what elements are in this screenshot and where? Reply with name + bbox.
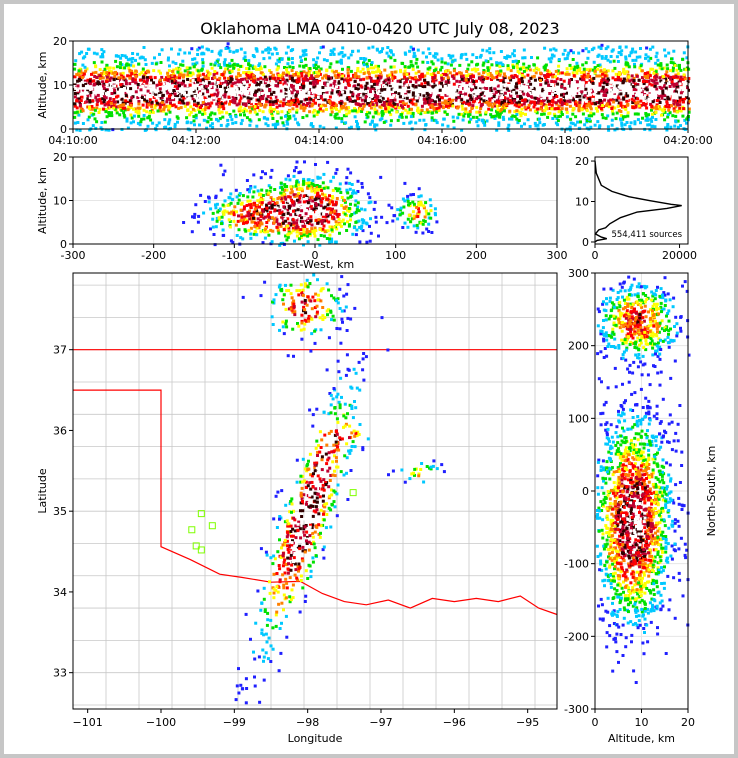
x-tick-label: 04:20:00: [663, 134, 712, 147]
x-axis-title: Altitude, km: [608, 732, 675, 745]
x-tick-label: 04:16:00: [417, 134, 466, 147]
x-tick-label: 0: [592, 716, 599, 729]
station-marker: [197, 546, 205, 554]
plan-view-axes: [72, 272, 558, 710]
y-tick-label: 34: [53, 586, 67, 599]
x-tick-label: −96: [443, 716, 466, 729]
time-height-density: [73, 42, 691, 132]
x-tick-label: -200: [141, 249, 166, 262]
north-south-panel: 0 10 20 -300 -200 -100 0 100 200 300 North-South, …: [564, 267, 718, 745]
y-tick-label: -300: [564, 703, 589, 716]
figure-canvas: Oklahoma LMA 0410-0420 UTC July 08, 2023…: [4, 4, 734, 754]
x-tick-label: −99: [223, 716, 246, 729]
x-tick-label: -100: [222, 249, 247, 262]
east-west-panel: -300 -200 -100 0 100 200 300 0 10 20 Altitude, km E…: [36, 151, 568, 271]
plan-view-density: [234, 273, 446, 705]
x-tick-label: 04:10:00: [48, 134, 97, 147]
x-tick-label: 200: [466, 249, 487, 262]
y-tick-label: 0: [582, 236, 589, 249]
station-marker: [208, 522, 216, 530]
north-south-density: [595, 275, 691, 684]
y-tick-label: -100: [564, 558, 589, 571]
altitude-histogram-line: [594, 160, 682, 243]
y-tick-label: 36: [53, 424, 67, 437]
lma-figure: Oklahoma LMA 0410-0420 UTC July 08, 2023…: [36, 19, 718, 745]
plan-view-panel: −101 −100 −99 −98 −97 −96 −95 33 34 35 36 37 Latitud…: [36, 272, 558, 745]
y-tick-label: 300: [568, 267, 589, 280]
x-tick-label: −100: [146, 716, 176, 729]
station-marker: [349, 489, 357, 497]
county-lines: [72, 273, 557, 709]
plan-view-ticks: −101 −100 −99 −98 −97 −96 −95 33 34 35 36 37: [53, 344, 539, 729]
source-count-label: 554,411 sources: [611, 230, 682, 240]
x-axis-title: Longitude: [288, 732, 343, 745]
time-height-ticks: 04:10:00 04:12:00 04:14:00 04:16:00 04:18:00…: [48, 35, 712, 147]
station-marker: [188, 526, 196, 534]
x-tick-label: −95: [516, 716, 539, 729]
y-axis-title: Altitude, km: [36, 167, 49, 234]
x-tick-label: −98: [296, 716, 319, 729]
x-tick-label: 04:14:00: [294, 134, 343, 147]
y-tick-label: 10: [575, 196, 589, 209]
x-tick-label: 20000: [662, 249, 697, 262]
x-tick-label: 20: [681, 716, 695, 729]
y-tick-label: 10: [53, 195, 67, 208]
north-south-ticks: 0 10 20 -300 -200 -100 0 100 200 300: [564, 267, 695, 729]
y-axis-title: Altitude, km: [36, 51, 49, 118]
x-tick-label: 10: [635, 716, 649, 729]
oklahoma-border: [73, 389, 558, 616]
x-axis-title: East-West, km: [276, 258, 354, 271]
altitude-histogram-panel: 554,411 sources 0 20000 0 10 20: [575, 155, 697, 262]
x-tick-label: −97: [369, 716, 392, 729]
y-tick-label: 0: [60, 238, 67, 251]
east-west-density: [182, 160, 439, 247]
east-west-ticks: -300 -200 -100 0 100 200 300 0 10 20: [53, 151, 568, 262]
station-marker: [192, 542, 200, 550]
y-tick-label: 0: [582, 485, 589, 498]
x-tick-label: 04:12:00: [171, 134, 220, 147]
x-tick-label: -300: [61, 249, 86, 262]
altitude-histogram-ticks: 0 20000 0 10 20: [575, 155, 697, 262]
y-tick-label: 20: [53, 35, 67, 48]
y-axis-title: North-South, km: [705, 446, 718, 537]
y-tick-label: 20: [575, 155, 589, 168]
y-tick-label: 200: [568, 340, 589, 353]
y-tick-label: 33: [53, 667, 67, 680]
x-tick-label: 0: [592, 249, 599, 262]
y-tick-label: 10: [53, 79, 67, 92]
lma-stations: [188, 489, 357, 554]
x-tick-label: −101: [73, 716, 103, 729]
y-tick-label: 100: [568, 412, 589, 425]
y-tick-label: 35: [53, 505, 67, 518]
y-axis-title: Latitude: [36, 468, 49, 514]
y-tick-label: -200: [564, 630, 589, 643]
y-tick-label: 20: [53, 151, 67, 164]
y-tick-label: 0: [60, 123, 67, 136]
time-height-panel: 04:10:00 04:12:00 04:14:00 04:16:00 04:18:00…: [36, 35, 713, 147]
state-borders: [73, 349, 558, 616]
station-marker: [197, 510, 205, 518]
figure-title: Oklahoma LMA 0410-0420 UTC July 08, 2023: [200, 19, 559, 38]
x-tick-label: 0: [312, 249, 319, 262]
x-tick-label: 04:18:00: [540, 134, 589, 147]
x-tick-label: 100: [385, 249, 406, 262]
y-tick-label: 37: [53, 344, 67, 357]
x-tick-label: 300: [547, 249, 568, 262]
altitude-histogram-axes: [594, 156, 689, 245]
